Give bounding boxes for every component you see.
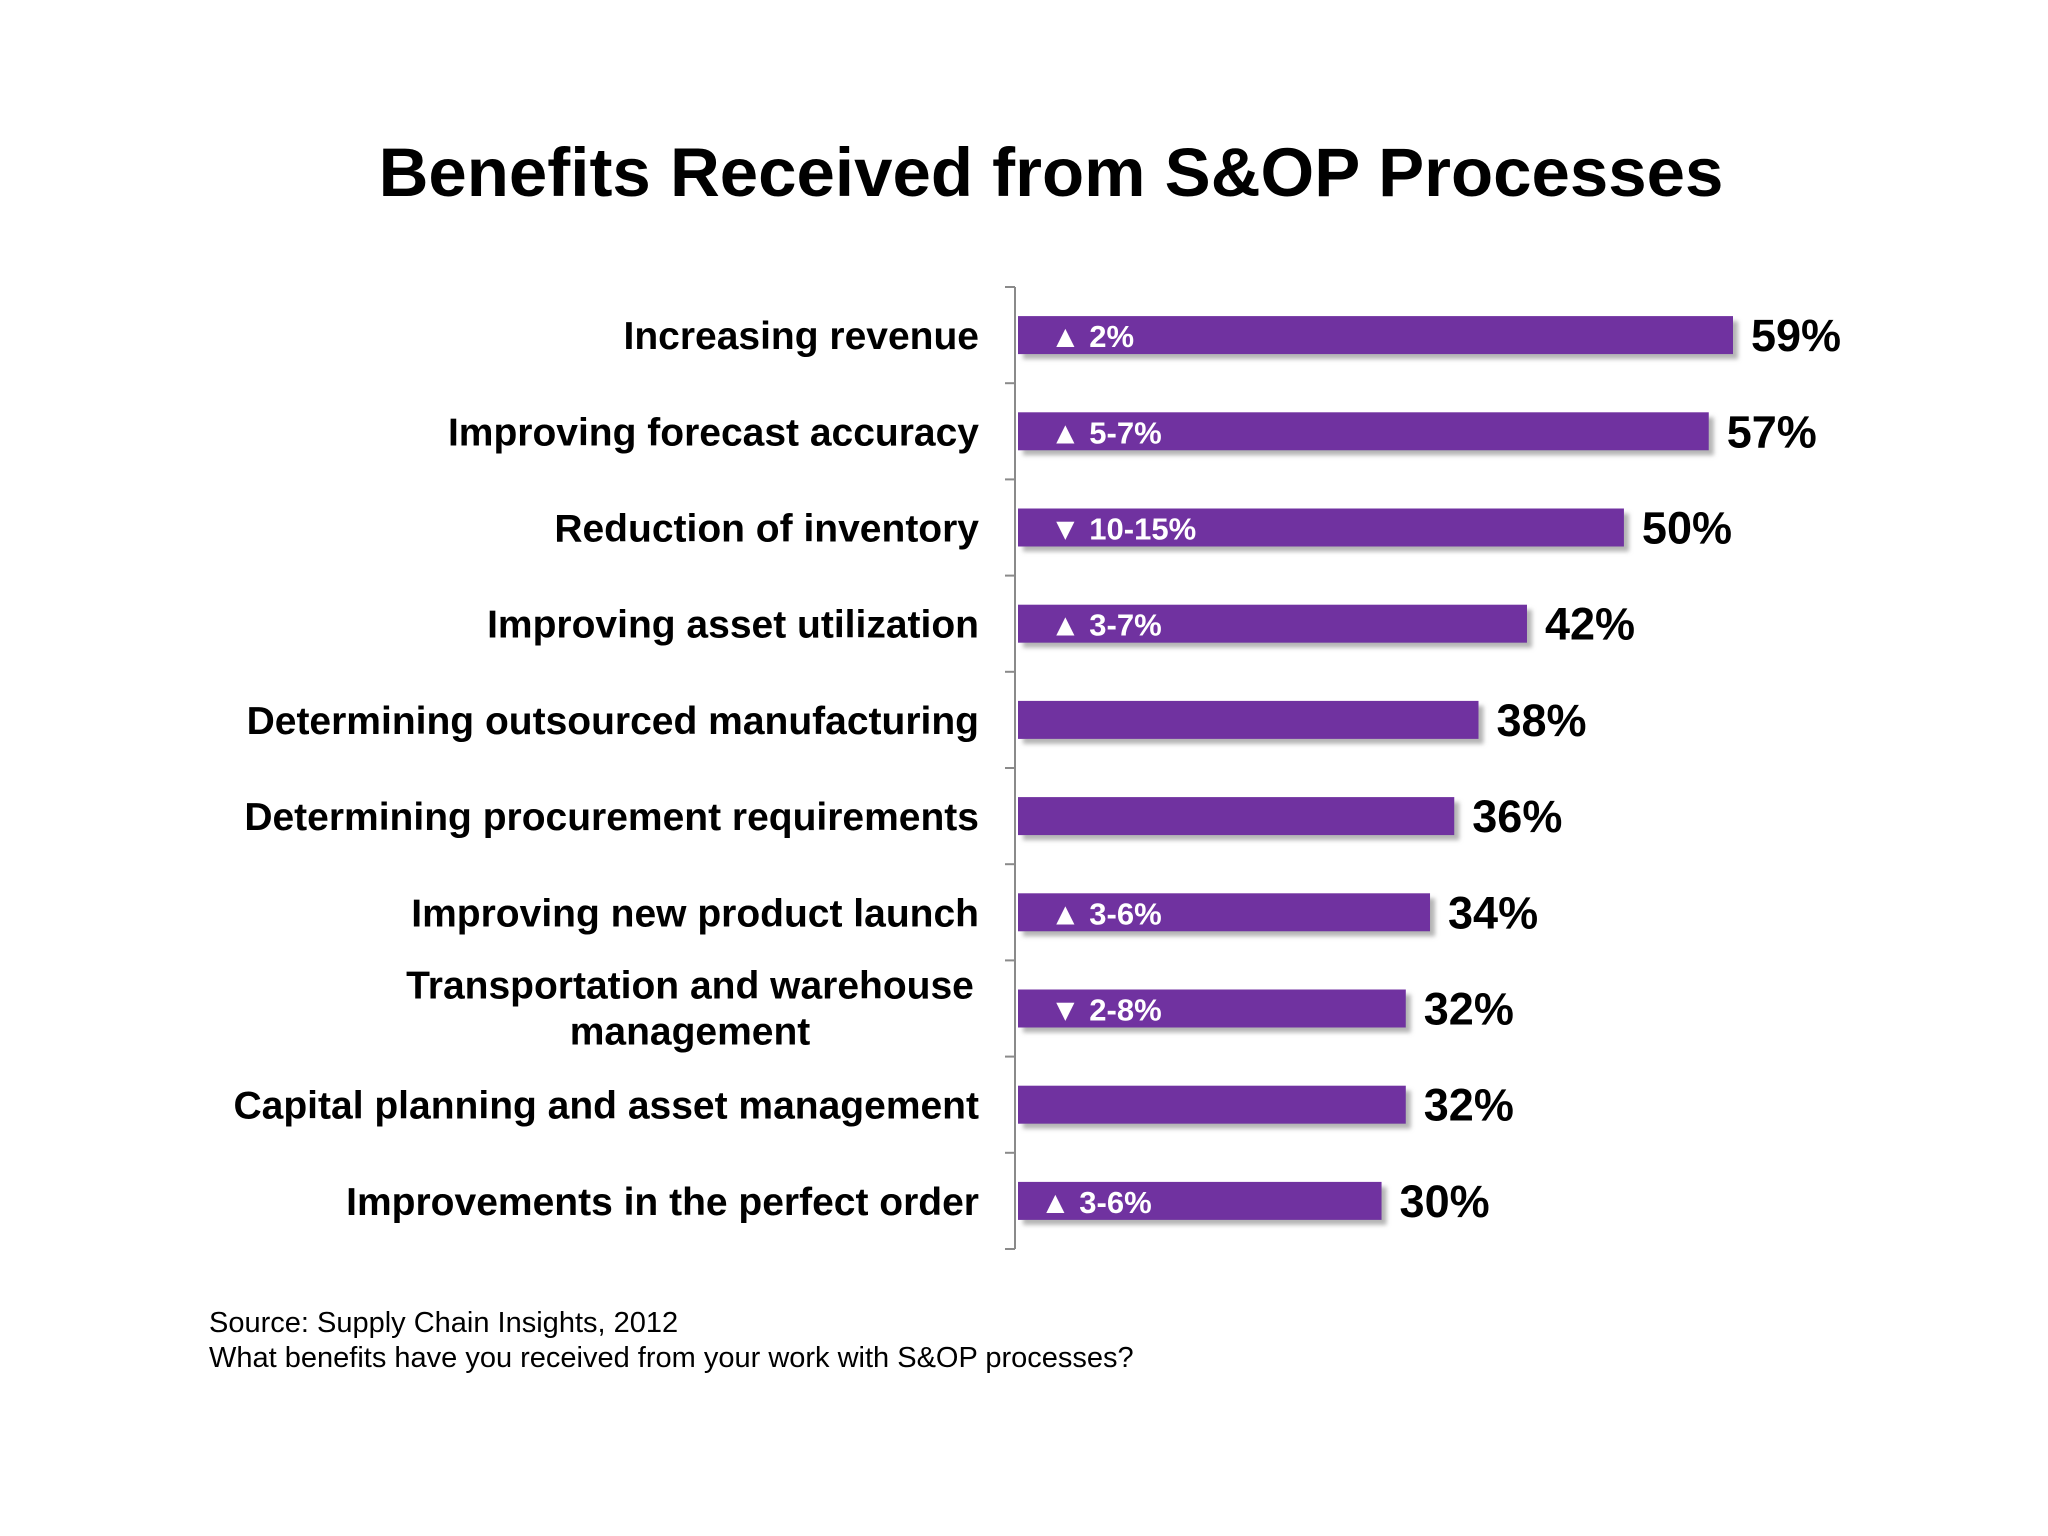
bar-annotation: ▲ 5-7% <box>1050 415 1162 450</box>
value-label: 50% <box>1642 503 1732 554</box>
category-label: Improving new product launch <box>411 892 979 935</box>
bar-annotation: ▼ 10-15% <box>1050 512 1196 547</box>
category-label: Improving forecast accuracy <box>448 411 979 454</box>
bar-annotation: ▲ 3-7% <box>1050 608 1162 643</box>
value-label: 57% <box>1727 406 1817 457</box>
category-label: Improving asset utilization <box>487 604 979 647</box>
category-label: Capital planning and asset management <box>234 1085 980 1128</box>
bar-annotation: ▲ 2% <box>1050 319 1134 354</box>
footnote: Source: Supply Chain Insights, 2012 What… <box>209 1306 1134 1376</box>
category-label: Determining procurement requirements <box>244 796 979 839</box>
bar <box>1018 989 1406 1028</box>
bar <box>1018 316 1733 355</box>
bar <box>1018 1085 1406 1124</box>
chart-title: Benefits Received from S&OP Processes <box>378 134 1724 211</box>
value-label: 59% <box>1751 310 1841 361</box>
category-label: Reduction of inventory <box>554 508 979 551</box>
labels: ▲ 2% 59% Increasing revenue ▲ 5-7% 57% Improv… <box>234 310 1842 1227</box>
value-label: 38% <box>1497 695 1587 746</box>
category-axis <box>1005 286 1016 1250</box>
value-label: 42% <box>1545 599 1635 650</box>
bar <box>1018 797 1455 836</box>
category-label: Improvements in the perfect order <box>346 1181 979 1224</box>
value-label: 30% <box>1400 1176 1490 1227</box>
bar <box>1018 893 1431 932</box>
value-label: 36% <box>1472 791 1562 842</box>
bar <box>1018 604 1527 643</box>
bar-annotation: ▲ 3-6% <box>1040 1185 1152 1220</box>
bar <box>1018 412 1709 451</box>
value-label: 34% <box>1448 887 1538 938</box>
value-label: 32% <box>1424 1080 1514 1131</box>
category-label: Transportation and warehouse management <box>406 965 974 1054</box>
bars <box>1018 316 1733 1220</box>
value-label: 32% <box>1424 984 1514 1035</box>
category-label: Increasing revenue <box>624 315 980 358</box>
bar <box>1018 700 1479 739</box>
bar <box>1018 1181 1382 1220</box>
category-label: Determining outsourced manufacturing <box>247 700 979 743</box>
bar-annotation: ▼ 2-8% <box>1050 993 1162 1028</box>
bar-annotation: ▲ 3-6% <box>1050 896 1162 931</box>
survey-question: What benefits have you received from you… <box>209 1342 1134 1374</box>
bar <box>1018 508 1624 547</box>
source-note: Source: Supply Chain Insights, 2012 <box>209 1307 679 1339</box>
